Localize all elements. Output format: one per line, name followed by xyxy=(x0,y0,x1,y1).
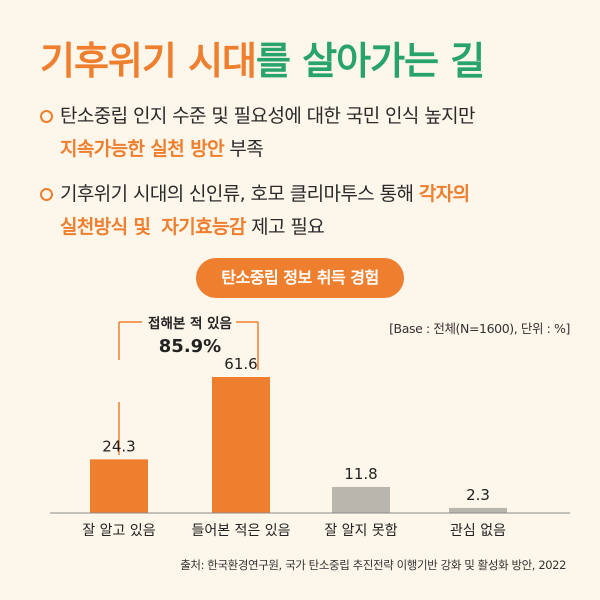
bullet-highlight: 자기효능감 xyxy=(161,216,246,238)
bar-1 xyxy=(90,459,148,513)
bar-4 xyxy=(449,507,507,513)
source-note: 출처: 한국환경연구원, 국가 탄소중립 추진전략 이행기반 강화 및 활성화 … xyxy=(180,558,566,572)
bullet-highlight: 각자의 xyxy=(418,183,470,205)
title-part1: 기후위기 시대 xyxy=(40,39,257,83)
bracket-group xyxy=(118,321,259,455)
bullet-item-2: 기후위기 시대의 신인류, 호모 클리마투스 통해 각자의 실천방식 및 자기효… xyxy=(40,178,580,244)
bullet-text: 제고 필요 xyxy=(245,216,325,238)
bar-3 xyxy=(332,486,390,513)
base-note: [Base : 전체(N=1600), 단위 : %] xyxy=(389,321,570,336)
bar-2 xyxy=(212,377,270,513)
page-title: 기후위기 시대를 살아가는 길 xyxy=(40,30,485,85)
bullet-line: 실천방식 및 자기효능감 제고 필요 xyxy=(60,211,580,244)
bar-chart: 24.3 잘 알고 있음 61.6 들어본 적은 있음 11.8 잘 알지 못함 2.3 관심… xyxy=(50,321,570,539)
category-label: 들어본 적은 있음 xyxy=(191,523,290,539)
category-label: 관심 없음 xyxy=(450,523,506,539)
category-label: 잘 알고 있음 xyxy=(82,523,155,539)
bullet-item-1: 탄소중립 인지 수준 및 필요성에 대한 국민 인식 높지만 지속가능한 실천 … xyxy=(40,100,580,166)
bullet-text: 기후위기 시대의 신인류, 호모 클리마투스 통해 xyxy=(60,183,419,205)
title-part2: 를 살아가는 길 xyxy=(256,39,485,83)
bullet-ring-icon xyxy=(40,188,53,201)
bracket-value: 85.9% xyxy=(158,336,222,357)
bar-value-label: 11.8 xyxy=(344,465,377,483)
bar-value-label: 24.3 xyxy=(102,437,135,455)
bullet-space xyxy=(150,216,161,238)
category-label: 잘 알지 못함 xyxy=(324,523,397,539)
bracket-label: 접해본 적 있음 xyxy=(148,316,232,332)
bullet-text: 부족 xyxy=(223,138,264,160)
bar-value-label: 61.6 xyxy=(224,355,257,373)
bar-value-label: 2.3 xyxy=(466,486,490,504)
chart-title-pill: 탄소중립 정보 취득 경험 xyxy=(196,258,404,298)
bullet-line: 기후위기 시대의 신인류, 호모 클리마투스 통해 각자의 xyxy=(60,178,580,211)
bullet-line: 탄소중립 인지 수준 및 필요성에 대한 국민 인식 높지만 xyxy=(60,105,475,127)
bullet-highlight: 지속가능한 실천 방안 xyxy=(60,138,225,160)
bullet-ring-icon xyxy=(40,110,53,123)
bullet-line: 지속가능한 실천 방안 부족 xyxy=(60,133,580,166)
bullet-highlight: 실천방식 및 xyxy=(60,216,151,238)
